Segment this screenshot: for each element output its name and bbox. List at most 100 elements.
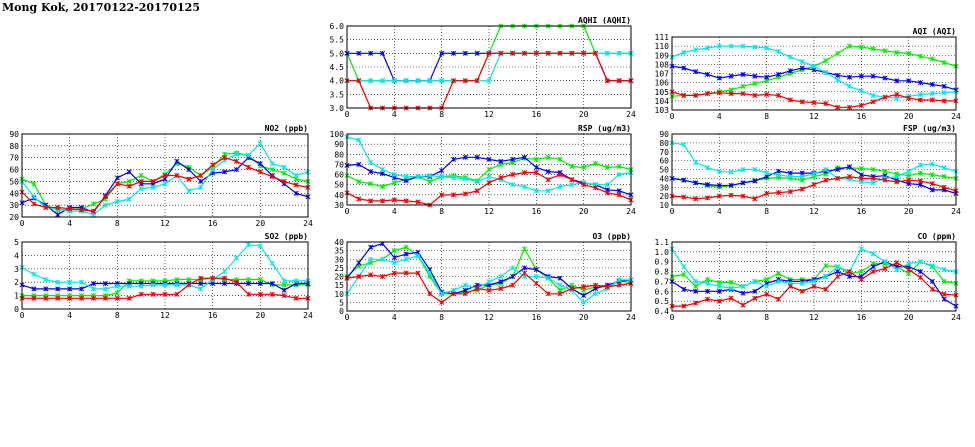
data-point xyxy=(31,194,37,200)
y-tick-label: 107 xyxy=(655,70,670,79)
y-tick-label: 108 xyxy=(655,60,670,69)
data-point xyxy=(693,159,699,165)
data-point xyxy=(716,168,722,174)
data-point xyxy=(740,290,746,296)
data-point xyxy=(67,295,73,301)
data-point xyxy=(799,59,805,65)
data-point xyxy=(823,273,829,280)
y-tick-label: 106 xyxy=(655,79,670,88)
data-point xyxy=(882,168,888,174)
data-point xyxy=(233,255,240,261)
y-tick-label: 105 xyxy=(655,88,670,97)
data-point xyxy=(102,194,108,200)
data-point xyxy=(799,288,805,294)
y-tick-label: 60 xyxy=(659,157,669,166)
data-point xyxy=(894,179,900,185)
x-tick-label: 0 xyxy=(670,313,675,322)
data-point xyxy=(752,295,758,301)
data-point xyxy=(521,154,528,160)
data-point xyxy=(521,265,528,271)
data-point xyxy=(846,74,853,80)
data-point xyxy=(917,178,924,184)
data-point xyxy=(917,162,924,168)
data-point xyxy=(716,75,722,81)
data-point xyxy=(439,192,445,198)
data-point xyxy=(775,296,782,302)
x-tick-label: 20 xyxy=(579,110,589,119)
data-point xyxy=(210,162,216,168)
data-point xyxy=(882,48,888,54)
data-point xyxy=(533,164,539,171)
data-point xyxy=(906,173,912,179)
data-point xyxy=(557,291,563,297)
data-point xyxy=(281,293,287,299)
data-point xyxy=(510,172,516,178)
data-point xyxy=(917,91,924,98)
data-point xyxy=(787,97,793,103)
x-tick-label: 4 xyxy=(392,313,397,322)
data-point xyxy=(835,104,841,110)
x-tick-label: 12 xyxy=(484,207,494,216)
y-tick-label: 30 xyxy=(659,183,669,192)
data-point xyxy=(391,197,397,203)
plot-frame xyxy=(346,133,632,206)
data-point xyxy=(557,50,563,56)
data-point xyxy=(846,43,853,49)
data-point xyxy=(811,100,817,106)
data-point xyxy=(775,49,782,55)
x-tick-label: 12 xyxy=(809,207,819,216)
plot-frame xyxy=(671,241,957,312)
data-point xyxy=(427,78,433,84)
x-tick-label: 8 xyxy=(439,313,444,322)
data-point xyxy=(716,182,722,189)
data-point xyxy=(740,193,746,199)
data-point xyxy=(764,291,770,297)
data-point xyxy=(257,140,263,147)
data-point xyxy=(775,71,782,77)
data-point xyxy=(616,78,622,84)
data-point xyxy=(90,286,97,292)
data-point xyxy=(90,208,97,214)
data-point xyxy=(450,50,457,56)
x-tick-label: 20 xyxy=(579,207,589,216)
data-point xyxy=(752,92,758,98)
data-point xyxy=(681,142,687,148)
y-tick-label: 60 xyxy=(9,166,19,175)
data-point xyxy=(681,271,687,278)
y-tick-label: 50 xyxy=(334,181,344,190)
data-point xyxy=(740,166,746,173)
data-point xyxy=(681,177,687,183)
data-point xyxy=(681,303,687,309)
data-point xyxy=(941,291,947,297)
data-point xyxy=(764,190,770,197)
data-point xyxy=(870,264,876,270)
x-tick-label: 16 xyxy=(857,112,867,121)
data-point xyxy=(415,174,421,180)
data-point xyxy=(681,194,687,200)
y-tick-label: 10 xyxy=(659,201,669,210)
data-point xyxy=(545,50,551,56)
data-point xyxy=(138,178,144,184)
x-tick-label: 8 xyxy=(764,207,769,216)
data-point xyxy=(835,264,841,270)
data-point xyxy=(210,167,216,173)
data-point xyxy=(917,53,924,59)
data-point xyxy=(569,50,575,56)
data-point xyxy=(858,73,864,79)
y-tick-label: 5.0 xyxy=(330,49,345,58)
x-tick-label: 4 xyxy=(717,112,722,121)
data-point xyxy=(368,181,374,187)
data-point xyxy=(823,58,829,64)
x-tick-label: 16 xyxy=(532,313,542,322)
data-point xyxy=(616,50,622,56)
data-point xyxy=(728,43,734,49)
data-point xyxy=(533,273,539,280)
data-point xyxy=(222,169,228,175)
data-point xyxy=(150,291,156,297)
y-tick-label: 109 xyxy=(655,51,670,60)
data-point xyxy=(870,166,876,173)
data-point xyxy=(592,282,599,288)
plot-frame xyxy=(671,133,957,206)
x-tick-label: 4 xyxy=(392,207,397,216)
